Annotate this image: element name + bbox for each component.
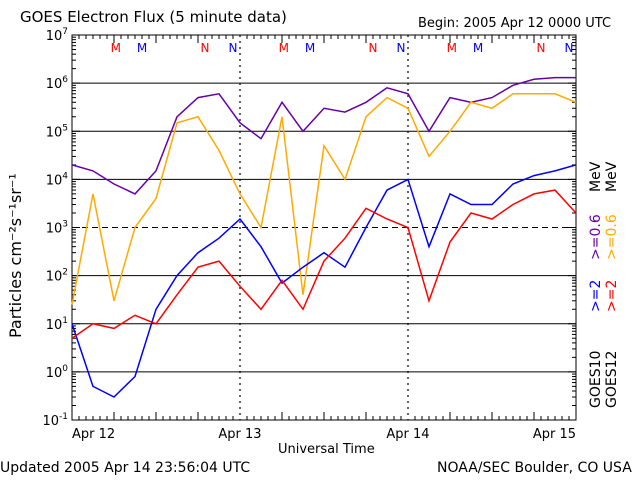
x-tick-label: Apr 12 xyxy=(72,427,115,442)
x-tick-label: Apr 14 xyxy=(386,427,429,442)
event-marker-label: N xyxy=(537,41,546,55)
y-axis-label: Particles cm⁻²s⁻¹sr⁻¹ xyxy=(6,173,25,338)
series-line xyxy=(71,76,576,195)
credit-label: NOAA/SEC Boulder, CO USA xyxy=(437,460,632,476)
y-tick-label: 101 xyxy=(46,316,68,333)
y-tick-label: 10-1 xyxy=(42,412,68,429)
begin-label: Begin: 2005 Apr 12 0000 UTC xyxy=(418,16,612,31)
series-line xyxy=(71,164,577,398)
event-marker-label: N xyxy=(369,41,378,55)
legend-unit-b: MeV xyxy=(604,161,620,192)
legend-g10-06mev: >=0.6 xyxy=(588,214,604,260)
event-marker-label: M xyxy=(473,41,483,55)
event-marker-label: M xyxy=(279,41,289,55)
event-marker-label: M xyxy=(305,41,315,55)
ticks: 10-1 100 101 102 103 104 105 106 107 Apr 12 Apr 13… xyxy=(42,27,576,442)
event-marker-label: N xyxy=(565,41,574,55)
series-line xyxy=(71,189,577,339)
event-marker-label: M xyxy=(137,41,147,55)
legend-g12-2mev: >=2 xyxy=(604,279,620,312)
event-marker-label: N xyxy=(229,41,238,55)
series-group xyxy=(71,76,577,398)
event-marker-label: M xyxy=(111,41,121,55)
y-tick-label: 107 xyxy=(46,27,68,44)
y-tick-label: 105 xyxy=(46,123,68,140)
event-marker-label: N xyxy=(201,41,210,55)
event-marker-label: N xyxy=(397,41,406,55)
legend-goes12: GOES12 xyxy=(604,350,620,408)
legend-unit-a: MeV xyxy=(588,161,604,192)
event-marker-label: M xyxy=(447,41,457,55)
y-tick-label: 102 xyxy=(46,268,68,285)
y-tick-label: 100 xyxy=(46,364,69,381)
chart-title: GOES Electron Flux (5 minute data) xyxy=(20,8,287,26)
updated-label: Updated 2005 Apr 14 23:56:04 UTC xyxy=(0,460,251,476)
legend-g10-2mev: >=2 xyxy=(588,279,604,312)
x-axis-label: Universal Time xyxy=(278,442,375,457)
y-tick-label: 104 xyxy=(46,171,69,188)
legend-goes10: GOES10 xyxy=(588,350,604,408)
y-tick-label: 106 xyxy=(46,75,69,92)
legend-g12-06mev: >=0.6 xyxy=(604,214,620,260)
x-tick-label: Apr 13 xyxy=(218,427,261,442)
series-line xyxy=(71,93,577,305)
y-tick-label: 103 xyxy=(46,220,68,237)
x-tick-label: Apr 15 xyxy=(533,427,576,442)
